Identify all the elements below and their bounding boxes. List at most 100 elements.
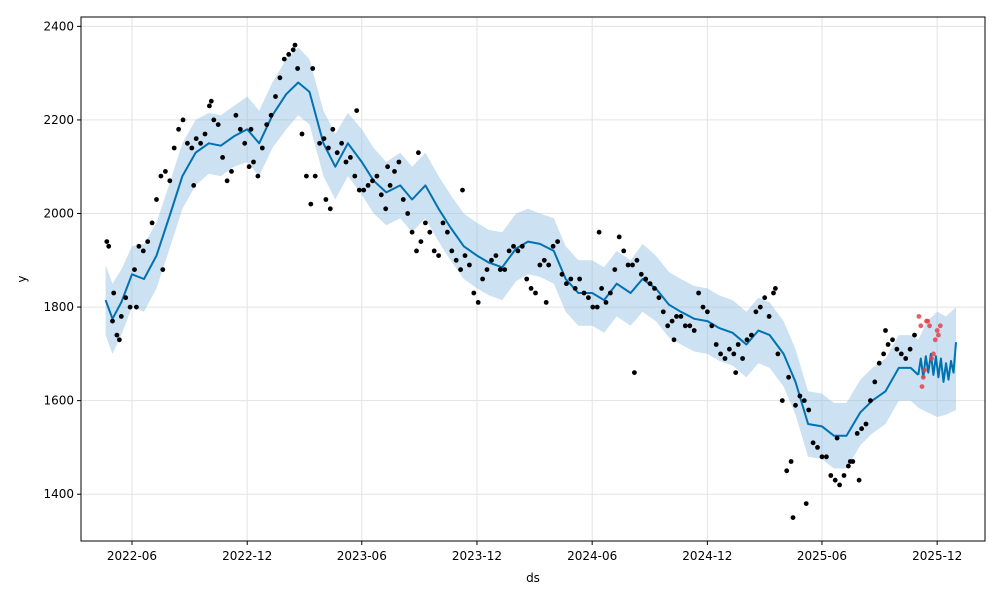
observed-point: [713, 342, 719, 347]
observed-point: [374, 173, 380, 179]
uncertainty-interval: [105, 47, 957, 469]
observed-point: [259, 145, 265, 151]
observed-points-layer: [104, 42, 917, 520]
observed-point: [145, 239, 151, 245]
observed-point: [414, 248, 419, 254]
observed-point: [594, 304, 600, 310]
observed-point: [660, 309, 666, 315]
observed-point: [484, 267, 490, 272]
observed-point: [656, 295, 662, 301]
observed-point: [436, 253, 441, 258]
observed-point: [370, 178, 375, 184]
observed-point: [255, 173, 261, 179]
observed-point: [577, 276, 582, 282]
observed-point: [176, 126, 182, 132]
observed-point: [202, 131, 208, 137]
observed-point: [744, 337, 750, 343]
future-forecast-line: [917, 342, 957, 383]
observed-point: [323, 197, 329, 202]
holdout-point: [925, 318, 931, 324]
observed-point: [541, 257, 547, 263]
observed-point: [596, 229, 602, 235]
observed-point: [180, 117, 186, 123]
observed-point: [652, 286, 657, 291]
observed-point: [392, 169, 397, 174]
observed-point: [136, 243, 142, 249]
observed-point: [110, 318, 115, 324]
y-tick-label: 2000: [43, 207, 74, 221]
observed-point: [489, 257, 494, 263]
holdout-point: [936, 332, 941, 338]
observed-point: [671, 337, 677, 343]
observed-point: [502, 267, 508, 272]
observed-point: [519, 243, 525, 249]
observed-point: [612, 267, 618, 272]
observed-point: [460, 187, 465, 193]
x-tick-label: 2025-06: [797, 549, 847, 563]
observed-point: [638, 271, 644, 277]
x-tick-label: 2024-06: [567, 549, 617, 563]
observed-point: [757, 304, 763, 310]
observed-point: [524, 276, 530, 282]
observed-point: [242, 140, 248, 146]
observed-point: [453, 257, 459, 263]
observed-point: [894, 346, 900, 352]
y-tick-label: 1400: [43, 487, 74, 501]
observed-point: [779, 398, 785, 403]
observed-point: [846, 463, 851, 469]
observed-point: [533, 290, 538, 296]
observed-point: [634, 257, 640, 263]
observed-point: [264, 122, 270, 127]
observed-point: [616, 234, 622, 240]
observed-point: [824, 454, 829, 460]
observed-point: [497, 267, 503, 272]
observed-point: [191, 183, 197, 188]
observed-point: [691, 328, 697, 333]
observed-point: [163, 169, 168, 174]
observed-point: [308, 201, 314, 207]
observed-point: [167, 178, 173, 184]
observed-point: [123, 295, 129, 301]
observed-point: [365, 183, 371, 188]
observed-point: [625, 262, 631, 268]
observed-point: [550, 243, 556, 249]
observed-point: [828, 473, 834, 478]
observed-point: [233, 112, 239, 118]
observed-point: [378, 192, 384, 198]
holdout-point: [931, 351, 936, 357]
observed-point: [841, 473, 847, 478]
plot-frame: [80, 16, 986, 542]
observed-point: [665, 323, 671, 329]
observed-point: [590, 304, 596, 310]
observed-point: [118, 314, 124, 319]
observed-point: [669, 318, 675, 324]
observed-point: [317, 140, 322, 146]
observed-point: [462, 253, 468, 258]
holdout-point: [919, 384, 925, 389]
observed-point: [237, 126, 243, 132]
observed-point: [898, 351, 904, 357]
observed-point: [876, 360, 882, 366]
observed-point: [106, 243, 112, 249]
observed-point: [339, 140, 344, 146]
observed-point: [718, 351, 723, 357]
observed-point: [773, 286, 778, 291]
observed-point: [281, 56, 287, 62]
observed-point: [149, 220, 155, 226]
y-axis-ticks: 1400 1600 1800 2000 2200 2400: [43, 19, 81, 501]
y-tick-label: 1800: [43, 300, 74, 314]
observed-point: [581, 290, 587, 296]
x-tick-label: 2025-12: [912, 549, 962, 563]
observed-point: [471, 290, 477, 296]
observed-point: [819, 454, 825, 460]
x-tick-label: 2022-12: [222, 549, 272, 563]
observed-point: [766, 314, 772, 319]
observed-point: [749, 332, 754, 338]
observed-point: [458, 267, 463, 272]
observed-point: [160, 267, 166, 272]
observed-point: [480, 276, 485, 282]
observed-point: [632, 370, 637, 375]
observed-point: [326, 145, 331, 151]
observed-point: [277, 75, 283, 81]
observed-point: [859, 426, 864, 432]
